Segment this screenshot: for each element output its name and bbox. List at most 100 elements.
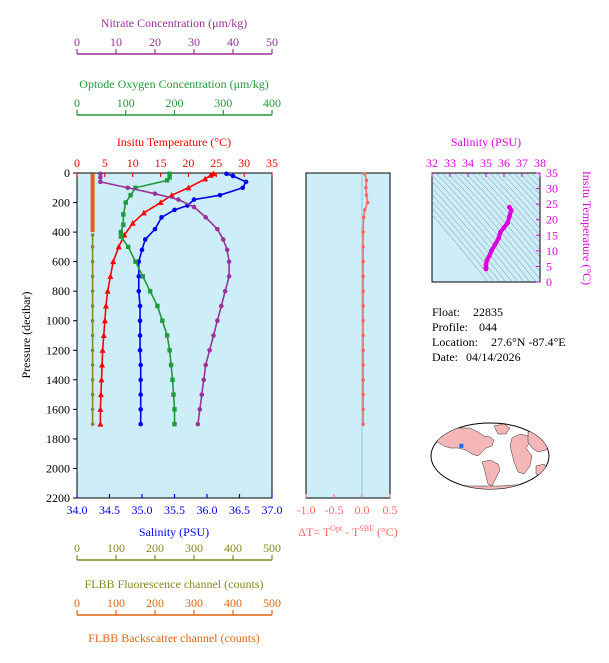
pressure-tick-label: 1200 — [46, 343, 70, 357]
ts-salinity-tick-label: 32 — [426, 156, 438, 170]
delta-t-point — [361, 422, 365, 426]
salinity-tick-label: 34.5 — [99, 503, 120, 517]
temperature-tick-label: 30 — [238, 156, 250, 170]
backscatter-tick-label: 100 — [107, 596, 125, 610]
salinity-tick-label: 36.5 — [229, 503, 250, 517]
nitrate-point — [176, 197, 181, 202]
pressure-tick-label: 2200 — [46, 491, 70, 505]
salinity-point — [137, 303, 143, 309]
pressure-tick-label: 0 — [64, 166, 70, 180]
ts-density-contour — [432, 187, 513, 282]
oxygen-point — [171, 392, 176, 397]
oxygen-point — [121, 212, 126, 217]
salinity-point — [138, 392, 143, 397]
fluorescence-point — [90, 422, 95, 426]
fluorescence-point — [90, 233, 95, 237]
nitrate-point — [224, 247, 230, 253]
oxygen-point — [167, 175, 172, 180]
oxygen-point — [133, 185, 138, 190]
salinity-tick-label: 34.0 — [67, 503, 88, 517]
fluorescence-tick-label: 300 — [185, 541, 203, 555]
delta-t-point — [361, 230, 365, 234]
temperature-point — [107, 273, 114, 279]
oxygen-point — [121, 222, 126, 227]
nitrate-point — [203, 362, 208, 368]
salinity-point — [138, 362, 143, 368]
ts-point — [498, 229, 503, 235]
ts-temperature-tick-label: 20 — [546, 213, 558, 227]
float-value: 22835 — [473, 305, 503, 319]
temperature-point — [157, 199, 164, 206]
ts-salinity-label: Salinity (PSU) — [451, 135, 521, 149]
salinity-point — [137, 333, 143, 338]
ts-density-contour — [432, 214, 489, 282]
map-continent-south-america — [481, 459, 501, 487]
delta-t-point — [361, 289, 365, 293]
fluorescence-tick-label: 0 — [74, 541, 80, 555]
temperature-tick-label: 10 — [127, 156, 139, 170]
oxygen-tick-label: 400 — [263, 96, 281, 110]
main-profile-panel: 0200400600800100012001400160018002000220… — [19, 16, 283, 645]
temperature-tick-label: 25 — [210, 156, 222, 170]
nitrate-point — [211, 333, 216, 338]
pressure-tick-label: 2000 — [46, 461, 70, 475]
oxygen-point — [164, 333, 170, 338]
pressure-tick-label: 200 — [52, 196, 70, 210]
delta-t-point — [364, 185, 368, 190]
ts-density-contour — [489, 173, 540, 229]
fluorescence-point — [90, 378, 95, 382]
salinity-point — [217, 192, 223, 198]
salinity-point — [138, 407, 143, 412]
nitrate-point — [152, 191, 158, 196]
ts-point — [507, 204, 512, 210]
ts-density-contour — [453, 173, 540, 273]
delta-t-tick-label: -0.5 — [325, 503, 344, 517]
delta-t-point — [361, 348, 365, 353]
pressure-tick-label: 1600 — [46, 402, 70, 416]
main-axes-layer: 0200400600800100012001400160018002000220… — [46, 35, 283, 616]
salinity-tick-label: 35.5 — [164, 503, 185, 517]
delta-t-point — [361, 333, 365, 338]
fluorescence-axis-label: FLBB Fluorescence channel (counts) — [85, 577, 264, 591]
temperature-point — [207, 172, 214, 178]
pressure-tick-label: 1800 — [46, 432, 70, 446]
temperature-axis-label: Insitu Temperature (°C) — [117, 135, 231, 149]
ts-density-contour — [432, 194, 507, 282]
backscatter-axis-label: FLBB Backscatter channel (counts) — [88, 631, 260, 645]
nitrate-point — [195, 421, 201, 427]
ts-salinity-tick-label: 36 — [498, 156, 510, 170]
temperature-point — [185, 184, 192, 191]
float-info: Float: 22835 Profile: 044 Location: 27.6… — [432, 305, 566, 364]
delta-t-point — [361, 245, 365, 249]
delta-t-point — [361, 274, 365, 279]
nitrate-point — [222, 288, 228, 294]
temperature-point — [101, 317, 108, 324]
ts-density-contour — [435, 173, 531, 282]
oxygen-point — [118, 234, 124, 239]
salinity-point — [240, 185, 246, 191]
temperature-point — [97, 406, 104, 412]
temperature-point — [168, 191, 175, 198]
fluorescence-point — [90, 392, 95, 397]
nitrate-axis-label: Nitrate Concentration (μm/kg) — [101, 16, 247, 30]
delta-t-point — [361, 215, 366, 220]
salinity-point — [191, 197, 197, 202]
delta-t-point — [363, 171, 367, 176]
nitrate-point — [220, 237, 226, 242]
temperature-point — [202, 175, 209, 182]
temperature-point — [110, 258, 117, 265]
profile-value: 044 — [479, 320, 497, 334]
delta-t-tick-label: 0.5 — [383, 503, 398, 517]
delta-t-point — [361, 318, 365, 323]
temperature-point — [99, 361, 106, 368]
salinity-point — [172, 207, 177, 213]
ts-density-contour — [432, 200, 501, 282]
temperature-point — [129, 220, 136, 226]
ts-temperature-tick-label: 35 — [546, 166, 558, 180]
temperature-series-line — [99, 173, 214, 425]
salinity-point — [138, 421, 143, 427]
nitrate-tick-label: 40 — [227, 35, 239, 49]
ts-density-contour — [513, 173, 540, 202]
delta-t-point — [361, 407, 365, 412]
ts-salinity-tick-label: 34 — [462, 156, 474, 170]
